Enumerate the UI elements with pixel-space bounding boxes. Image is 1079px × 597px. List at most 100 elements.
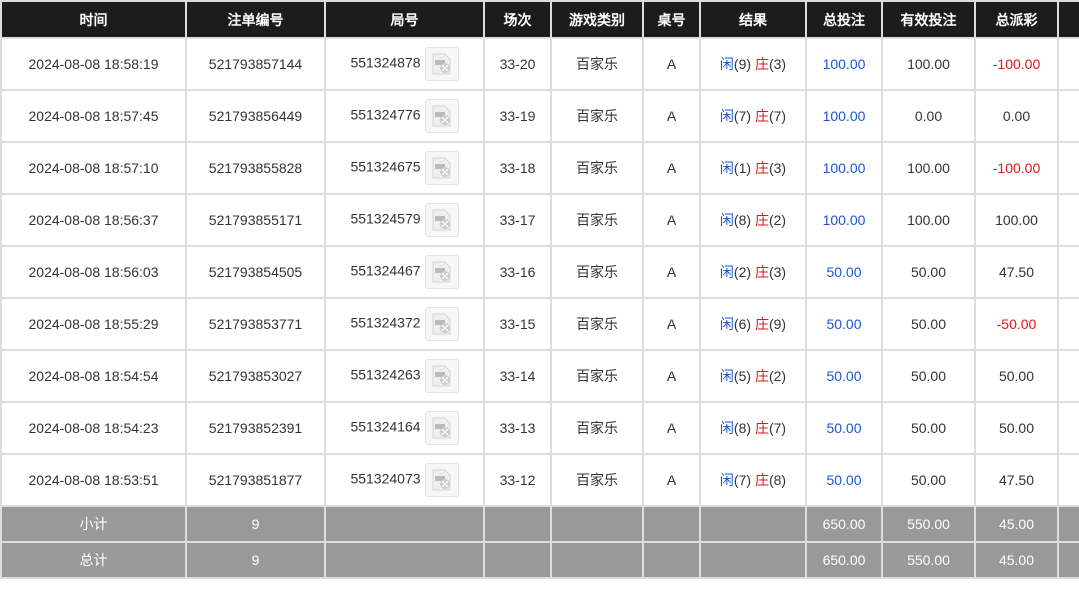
shoe-cell: 33-16 bbox=[483, 245, 552, 299]
extra-cell bbox=[1057, 193, 1079, 247]
payout-cell: -50.00 bbox=[974, 297, 1059, 351]
shoe-cell: 33-15 bbox=[483, 297, 552, 351]
round-number: 551324164 bbox=[350, 418, 421, 435]
table-row: 2024-08-08 18:58:19 521793857144 551324878… bbox=[0, 37, 1079, 91]
bet-id-cell: 521793853771 bbox=[185, 297, 326, 351]
table-row: 2024-08-08 18:53:51 521793851877 551324073… bbox=[0, 453, 1079, 507]
grand-total-row: 总计 9 650.00 550.00 45.00 bbox=[0, 541, 1079, 579]
video-replay-icon[interactable] bbox=[424, 203, 459, 237]
result-cell: 闲(7) 庄(7) bbox=[699, 89, 807, 143]
summary-valid-bet: 550.00 bbox=[881, 505, 976, 543]
empty-cell bbox=[699, 541, 807, 579]
shoe-cell: 33-19 bbox=[483, 89, 552, 143]
banker-label: 庄 bbox=[754, 108, 769, 124]
summary-payout: 45.00 bbox=[974, 505, 1059, 543]
round-number: 551324878 bbox=[350, 54, 421, 71]
player-score: (7) bbox=[733, 108, 752, 124]
total-bet-cell: 50.00 bbox=[805, 297, 883, 351]
video-replay-icon[interactable] bbox=[424, 463, 459, 497]
game-type-cell: 百家乐 bbox=[550, 401, 644, 455]
player-score: (2) bbox=[733, 264, 752, 280]
player-score: (1) bbox=[733, 160, 752, 176]
video-replay-icon[interactable] bbox=[424, 255, 459, 289]
player-score: (9) bbox=[733, 56, 752, 72]
valid-bet-cell: 50.00 bbox=[881, 453, 976, 507]
round-cell: 551324776 bbox=[324, 89, 485, 143]
player-score: (6) bbox=[733, 316, 752, 332]
round-cell: 551324579 bbox=[324, 193, 485, 247]
extra-cell bbox=[1057, 245, 1079, 299]
summary-count: 9 bbox=[185, 541, 326, 579]
video-replay-icon[interactable] bbox=[424, 151, 459, 185]
empty-cell bbox=[483, 505, 552, 543]
header-bet-id: 注单编号 bbox=[185, 0, 326, 39]
result-cell: 闲(1) 庄(3) bbox=[699, 141, 807, 195]
table-no-cell: A bbox=[642, 193, 701, 247]
player-label: 闲 bbox=[719, 108, 734, 124]
banker-label: 庄 bbox=[754, 368, 769, 384]
result-cell: 闲(5) 庄(2) bbox=[699, 349, 807, 403]
empty-cell bbox=[324, 541, 485, 579]
banker-label: 庄 bbox=[754, 160, 769, 176]
table-no-cell: A bbox=[642, 401, 701, 455]
header-shoe: 场次 bbox=[483, 0, 552, 39]
bet-id-cell: 521793852391 bbox=[185, 401, 326, 455]
game-type-cell: 百家乐 bbox=[550, 193, 644, 247]
header-extra bbox=[1057, 0, 1079, 39]
total-bet-cell: 100.00 bbox=[805, 141, 883, 195]
header-result: 结果 bbox=[699, 0, 807, 39]
total-bet-cell: 50.00 bbox=[805, 453, 883, 507]
valid-bet-cell: 50.00 bbox=[881, 245, 976, 299]
video-replay-icon[interactable] bbox=[424, 99, 459, 133]
payout-cell: 100.00 bbox=[974, 193, 1059, 247]
time-cell: 2024-08-08 18:58:19 bbox=[0, 37, 187, 91]
round-number: 551324579 bbox=[350, 210, 421, 227]
shoe-cell: 33-12 bbox=[483, 453, 552, 507]
payout-cell: 47.50 bbox=[974, 245, 1059, 299]
empty-cell bbox=[1057, 541, 1079, 579]
payout-cell: 0.00 bbox=[974, 89, 1059, 143]
summary-valid-bet: 550.00 bbox=[881, 541, 976, 579]
extra-cell bbox=[1057, 453, 1079, 507]
game-type-cell: 百家乐 bbox=[550, 453, 644, 507]
time-cell: 2024-08-08 18:56:37 bbox=[0, 193, 187, 247]
video-replay-icon[interactable] bbox=[424, 359, 459, 393]
extra-cell bbox=[1057, 349, 1079, 403]
bet-id-cell: 521793855171 bbox=[185, 193, 326, 247]
time-cell: 2024-08-08 18:54:23 bbox=[0, 401, 187, 455]
banker-score: (2) bbox=[768, 368, 787, 384]
banker-score: (3) bbox=[768, 56, 787, 72]
player-label: 闲 bbox=[719, 264, 734, 280]
shoe-cell: 33-14 bbox=[483, 349, 552, 403]
player-label: 闲 bbox=[719, 160, 734, 176]
table-row: 2024-08-08 18:57:10 521793855828 551324675… bbox=[0, 141, 1079, 195]
empty-cell bbox=[642, 541, 701, 579]
empty-cell bbox=[324, 505, 485, 543]
banker-label: 庄 bbox=[754, 56, 769, 72]
table-no-cell: A bbox=[642, 453, 701, 507]
banker-label: 庄 bbox=[754, 316, 769, 332]
banker-score: (7) bbox=[768, 108, 787, 124]
banker-label: 庄 bbox=[754, 420, 769, 436]
time-cell: 2024-08-08 18:57:10 bbox=[0, 141, 187, 195]
video-replay-icon[interactable] bbox=[424, 307, 459, 341]
table-no-cell: A bbox=[642, 141, 701, 195]
bet-id-cell: 521793855828 bbox=[185, 141, 326, 195]
bet-id-cell: 521793854505 bbox=[185, 245, 326, 299]
round-number: 551324675 bbox=[350, 158, 421, 175]
table-row: 2024-08-08 18:54:23 521793852391 551324164… bbox=[0, 401, 1079, 455]
result-cell: 闲(7) 庄(8) bbox=[699, 453, 807, 507]
video-replay-icon[interactable] bbox=[424, 47, 459, 81]
time-cell: 2024-08-08 18:55:29 bbox=[0, 297, 187, 351]
valid-bet-cell: 0.00 bbox=[881, 89, 976, 143]
banker-label: 庄 bbox=[754, 472, 769, 488]
header-table-no: 桌号 bbox=[642, 0, 701, 39]
table-no-cell: A bbox=[642, 349, 701, 403]
header-valid-bet: 有效投注 bbox=[881, 0, 976, 39]
player-score: (8) bbox=[733, 212, 752, 228]
empty-cell bbox=[550, 541, 644, 579]
result-cell: 闲(8) 庄(7) bbox=[699, 401, 807, 455]
header-total-payout: 总派彩 bbox=[974, 0, 1059, 39]
video-replay-icon[interactable] bbox=[424, 411, 459, 445]
round-cell: 551324467 bbox=[324, 245, 485, 299]
